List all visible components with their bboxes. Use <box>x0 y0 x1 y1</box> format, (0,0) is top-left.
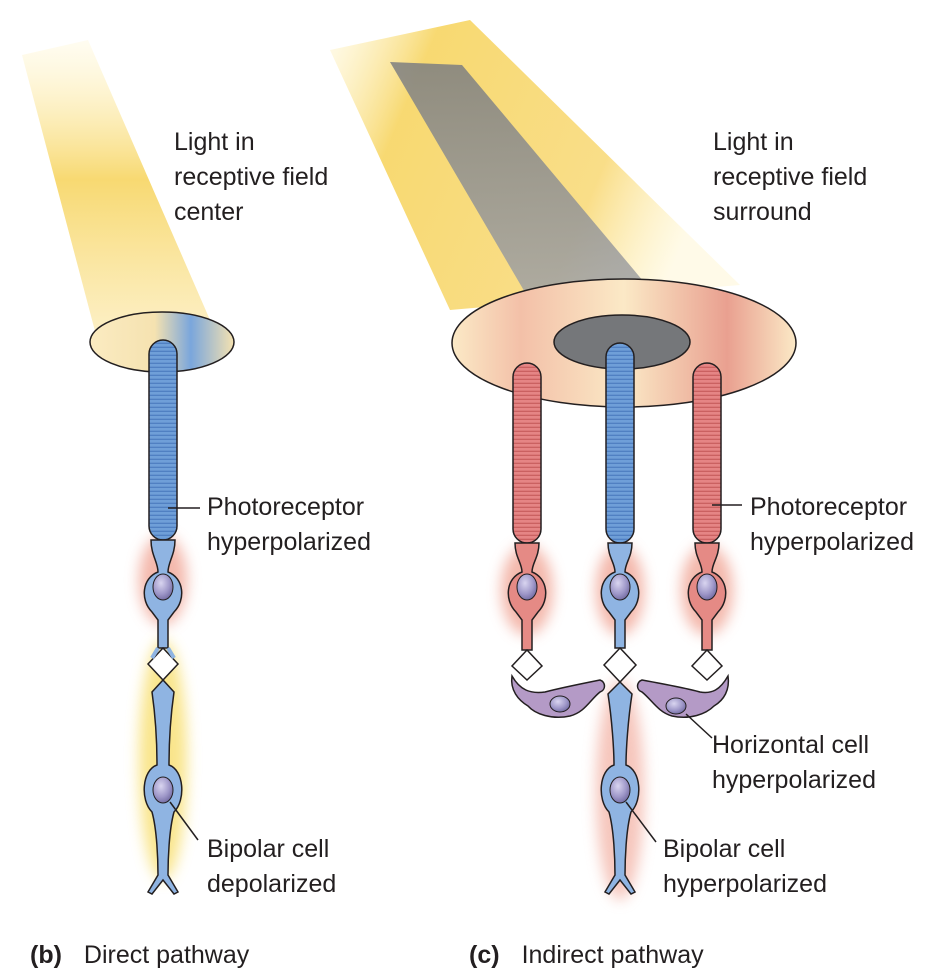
bipolar-label-c: Bipolar cell hyperpolarized <box>663 832 827 902</box>
caption-b-text: Direct pathway <box>83 941 250 969</box>
light-surround-line-2: receptive field <box>713 163 868 191</box>
photoreceptor-b-line-1: Photoreceptor <box>207 493 365 521</box>
caption-b: (b) Direct pathway <box>30 940 249 970</box>
light-center-line-2: receptive field <box>174 163 329 191</box>
photoreceptor-c-line-1: Photoreceptor <box>750 493 908 521</box>
caption-b-letter: (b) <box>30 941 62 969</box>
caption-c: (c) Indirect pathway <box>469 940 704 970</box>
bipolar-leader <box>169 801 199 841</box>
light-surround-line-3: surround <box>713 198 812 226</box>
light-center-line-1: Light in <box>174 128 255 156</box>
panel-b-direct <box>22 40 235 895</box>
light-center-label: Light in receptive field center <box>174 125 328 230</box>
photoreceptor-b-line-2: hyperpolarized <box>207 528 371 556</box>
caption-c-letter: (c) <box>469 941 500 969</box>
bipolar-cell <box>143 678 183 895</box>
photoreceptor-center <box>600 342 640 684</box>
caption-c-text: Indirect pathway <box>521 941 704 969</box>
light-center-line-3: center <box>174 198 244 226</box>
horizontal-cell-left <box>510 673 606 718</box>
bipolar-c-line-1: Bipolar cell <box>663 835 786 863</box>
light-surround-line-1: Light in <box>713 128 794 156</box>
bipolar-label-b: Bipolar cell depolarized <box>207 832 336 902</box>
horizontal-label: Horizontal cell hyperpolarized <box>712 728 876 798</box>
panel-c-indirect <box>330 20 797 900</box>
light-surround-label: Light in receptive field surround <box>713 125 867 230</box>
bipolar-c-line-2: hyperpolarized <box>663 870 827 898</box>
photoreceptor-left <box>507 362 547 682</box>
bipolar-b-line-2: depolarized <box>207 870 337 898</box>
horizontal-leader <box>685 713 713 739</box>
photoreceptor-right <box>687 362 727 682</box>
horizontal-line-1: Horizontal cell <box>712 731 870 759</box>
horizontal-line-2: hyperpolarized <box>712 766 876 794</box>
horizontal-cell-right <box>636 673 730 718</box>
photoreceptor-cell <box>143 339 183 682</box>
bipolar-cell-indirect <box>600 680 640 895</box>
bipolar-leader-c <box>625 801 657 843</box>
photoreceptor-c-line-2: hyperpolarized <box>750 528 914 556</box>
photoreceptor-label-c: Photoreceptor hyperpolarized <box>750 490 914 560</box>
photoreceptor-label-b: Photoreceptor hyperpolarized <box>207 490 371 560</box>
bipolar-b-line-1: Bipolar cell <box>207 835 330 863</box>
light-beam-center <box>22 40 210 350</box>
shadow-beam <box>390 62 680 335</box>
